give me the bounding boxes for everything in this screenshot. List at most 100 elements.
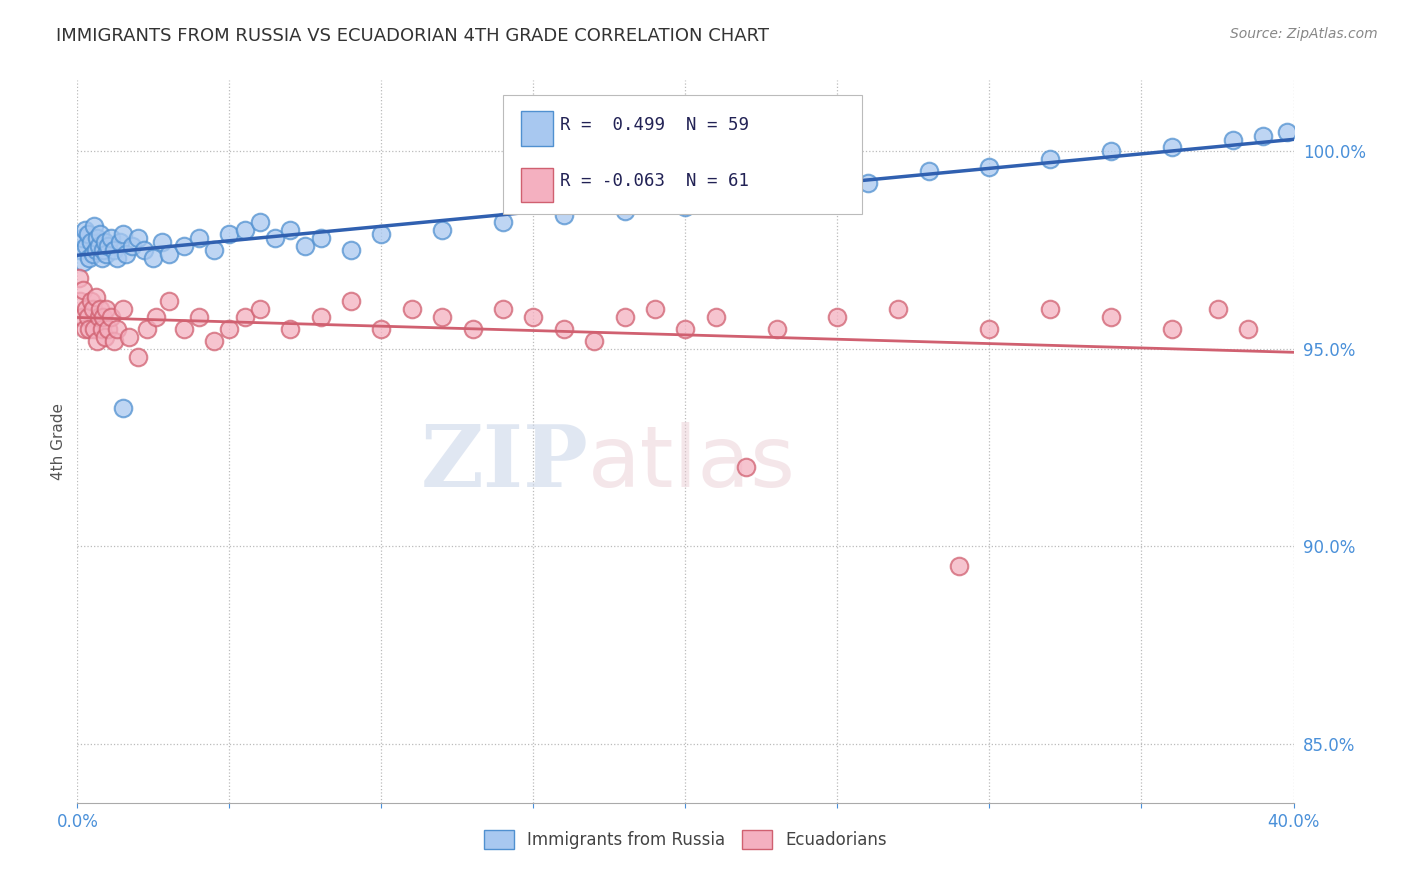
Point bbox=[430, 223, 453, 237]
Point bbox=[675, 322, 697, 336]
Point bbox=[218, 227, 240, 242]
Point bbox=[97, 239, 120, 253]
Point bbox=[93, 235, 115, 249]
Point bbox=[82, 247, 104, 261]
Point bbox=[233, 310, 256, 325]
Point bbox=[69, 243, 91, 257]
FancyBboxPatch shape bbox=[503, 95, 862, 214]
Point bbox=[401, 302, 423, 317]
Text: R = -0.063  N = 61: R = -0.063 N = 61 bbox=[560, 172, 749, 190]
Point bbox=[73, 322, 96, 336]
Point bbox=[202, 243, 225, 257]
Point bbox=[87, 239, 110, 253]
Point bbox=[77, 227, 100, 242]
Point bbox=[79, 251, 101, 265]
Point bbox=[173, 322, 195, 336]
Point bbox=[294, 239, 316, 253]
Point bbox=[115, 247, 138, 261]
Point bbox=[134, 243, 156, 257]
Point bbox=[145, 310, 167, 325]
Point bbox=[103, 243, 125, 257]
FancyBboxPatch shape bbox=[522, 112, 553, 146]
Point bbox=[249, 302, 271, 317]
Point bbox=[264, 231, 287, 245]
Text: atlas: atlas bbox=[588, 422, 796, 505]
Point bbox=[218, 322, 240, 336]
Point bbox=[67, 270, 90, 285]
Point bbox=[173, 239, 195, 253]
Point bbox=[735, 192, 758, 206]
Point bbox=[105, 322, 128, 336]
Point bbox=[86, 231, 108, 245]
Point bbox=[90, 322, 112, 336]
FancyBboxPatch shape bbox=[522, 168, 553, 202]
Point bbox=[492, 215, 515, 229]
Legend: Immigrants from Russia, Ecuadorians: Immigrants from Russia, Ecuadorians bbox=[477, 823, 894, 856]
Point bbox=[96, 247, 118, 261]
Point bbox=[136, 322, 159, 336]
Point bbox=[89, 302, 111, 317]
Point bbox=[80, 294, 103, 309]
Point bbox=[83, 219, 105, 234]
Point bbox=[87, 310, 110, 325]
Point bbox=[157, 247, 180, 261]
Point bbox=[827, 310, 849, 325]
Point bbox=[675, 200, 697, 214]
Point bbox=[83, 322, 105, 336]
Point bbox=[522, 310, 544, 325]
Point bbox=[157, 294, 180, 309]
Y-axis label: 4th Grade: 4th Grade bbox=[51, 403, 66, 480]
Point bbox=[430, 310, 453, 325]
Text: R =  0.499  N = 59: R = 0.499 N = 59 bbox=[560, 116, 749, 134]
Point bbox=[249, 215, 271, 229]
Point bbox=[80, 235, 103, 249]
Point bbox=[553, 207, 575, 221]
Point bbox=[152, 235, 174, 249]
Point bbox=[1039, 153, 1062, 167]
Point bbox=[91, 310, 114, 325]
Point bbox=[613, 203, 636, 218]
Text: Source: ZipAtlas.com: Source: ZipAtlas.com bbox=[1230, 27, 1378, 41]
Point bbox=[370, 227, 392, 242]
Point bbox=[77, 310, 100, 325]
Point bbox=[1206, 302, 1229, 317]
Point bbox=[70, 231, 93, 245]
Point bbox=[103, 334, 125, 348]
Point bbox=[735, 460, 758, 475]
Point bbox=[91, 243, 114, 257]
Point bbox=[1161, 140, 1184, 154]
Point bbox=[89, 227, 111, 242]
Point bbox=[1161, 322, 1184, 336]
Point bbox=[188, 231, 211, 245]
Point bbox=[69, 294, 91, 309]
Point bbox=[82, 302, 104, 317]
Point bbox=[948, 558, 970, 573]
Point bbox=[111, 302, 134, 317]
Point bbox=[97, 322, 120, 336]
Point bbox=[583, 334, 606, 348]
Point bbox=[1099, 145, 1122, 159]
Point bbox=[84, 243, 107, 257]
Point bbox=[553, 322, 575, 336]
Point bbox=[309, 310, 332, 325]
Point bbox=[1039, 302, 1062, 317]
Point bbox=[370, 322, 392, 336]
Point bbox=[75, 239, 97, 253]
Point bbox=[340, 243, 363, 257]
Point bbox=[84, 290, 107, 304]
Point bbox=[105, 251, 128, 265]
Point bbox=[979, 322, 1001, 336]
Point bbox=[111, 401, 134, 415]
Point bbox=[278, 322, 301, 336]
Point bbox=[70, 310, 93, 325]
Point bbox=[111, 227, 134, 242]
Point bbox=[75, 302, 97, 317]
Point bbox=[127, 231, 149, 245]
Point bbox=[613, 310, 636, 325]
Point bbox=[100, 310, 122, 325]
Point bbox=[233, 223, 256, 237]
Point bbox=[127, 350, 149, 364]
Point bbox=[72, 283, 94, 297]
Point bbox=[1222, 132, 1244, 146]
Point bbox=[108, 235, 131, 249]
